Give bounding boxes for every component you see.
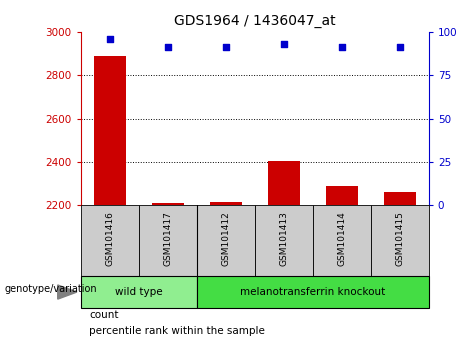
Text: wild type: wild type <box>115 287 162 297</box>
Text: GSM101413: GSM101413 <box>279 211 288 266</box>
Point <box>164 45 171 50</box>
Bar <box>384 192 416 205</box>
Bar <box>94 56 126 205</box>
Bar <box>139 205 197 276</box>
Polygon shape <box>58 285 77 299</box>
Bar <box>371 205 429 276</box>
Text: melanotransferrin knockout: melanotransferrin knockout <box>240 287 385 297</box>
Bar <box>210 202 242 205</box>
Point <box>222 45 230 50</box>
Bar <box>81 276 197 308</box>
Bar <box>255 205 313 276</box>
Text: count: count <box>89 310 118 320</box>
Text: GSM101414: GSM101414 <box>337 211 346 266</box>
Bar <box>81 205 139 276</box>
Bar <box>197 205 255 276</box>
Bar <box>197 276 429 308</box>
Text: GSM101417: GSM101417 <box>163 211 172 266</box>
Bar <box>268 161 300 205</box>
Point <box>280 41 287 47</box>
Text: GSM101415: GSM101415 <box>395 211 404 266</box>
Text: GSM101416: GSM101416 <box>105 211 114 266</box>
Point <box>106 36 113 42</box>
Bar <box>152 203 183 205</box>
Text: GSM101412: GSM101412 <box>221 211 230 266</box>
Title: GDS1964 / 1436047_at: GDS1964 / 1436047_at <box>174 14 336 28</box>
Bar <box>313 205 371 276</box>
Bar <box>326 186 358 205</box>
Point <box>396 45 403 50</box>
Text: percentile rank within the sample: percentile rank within the sample <box>89 326 265 336</box>
Point <box>338 45 345 50</box>
Text: genotype/variation: genotype/variation <box>5 284 97 293</box>
